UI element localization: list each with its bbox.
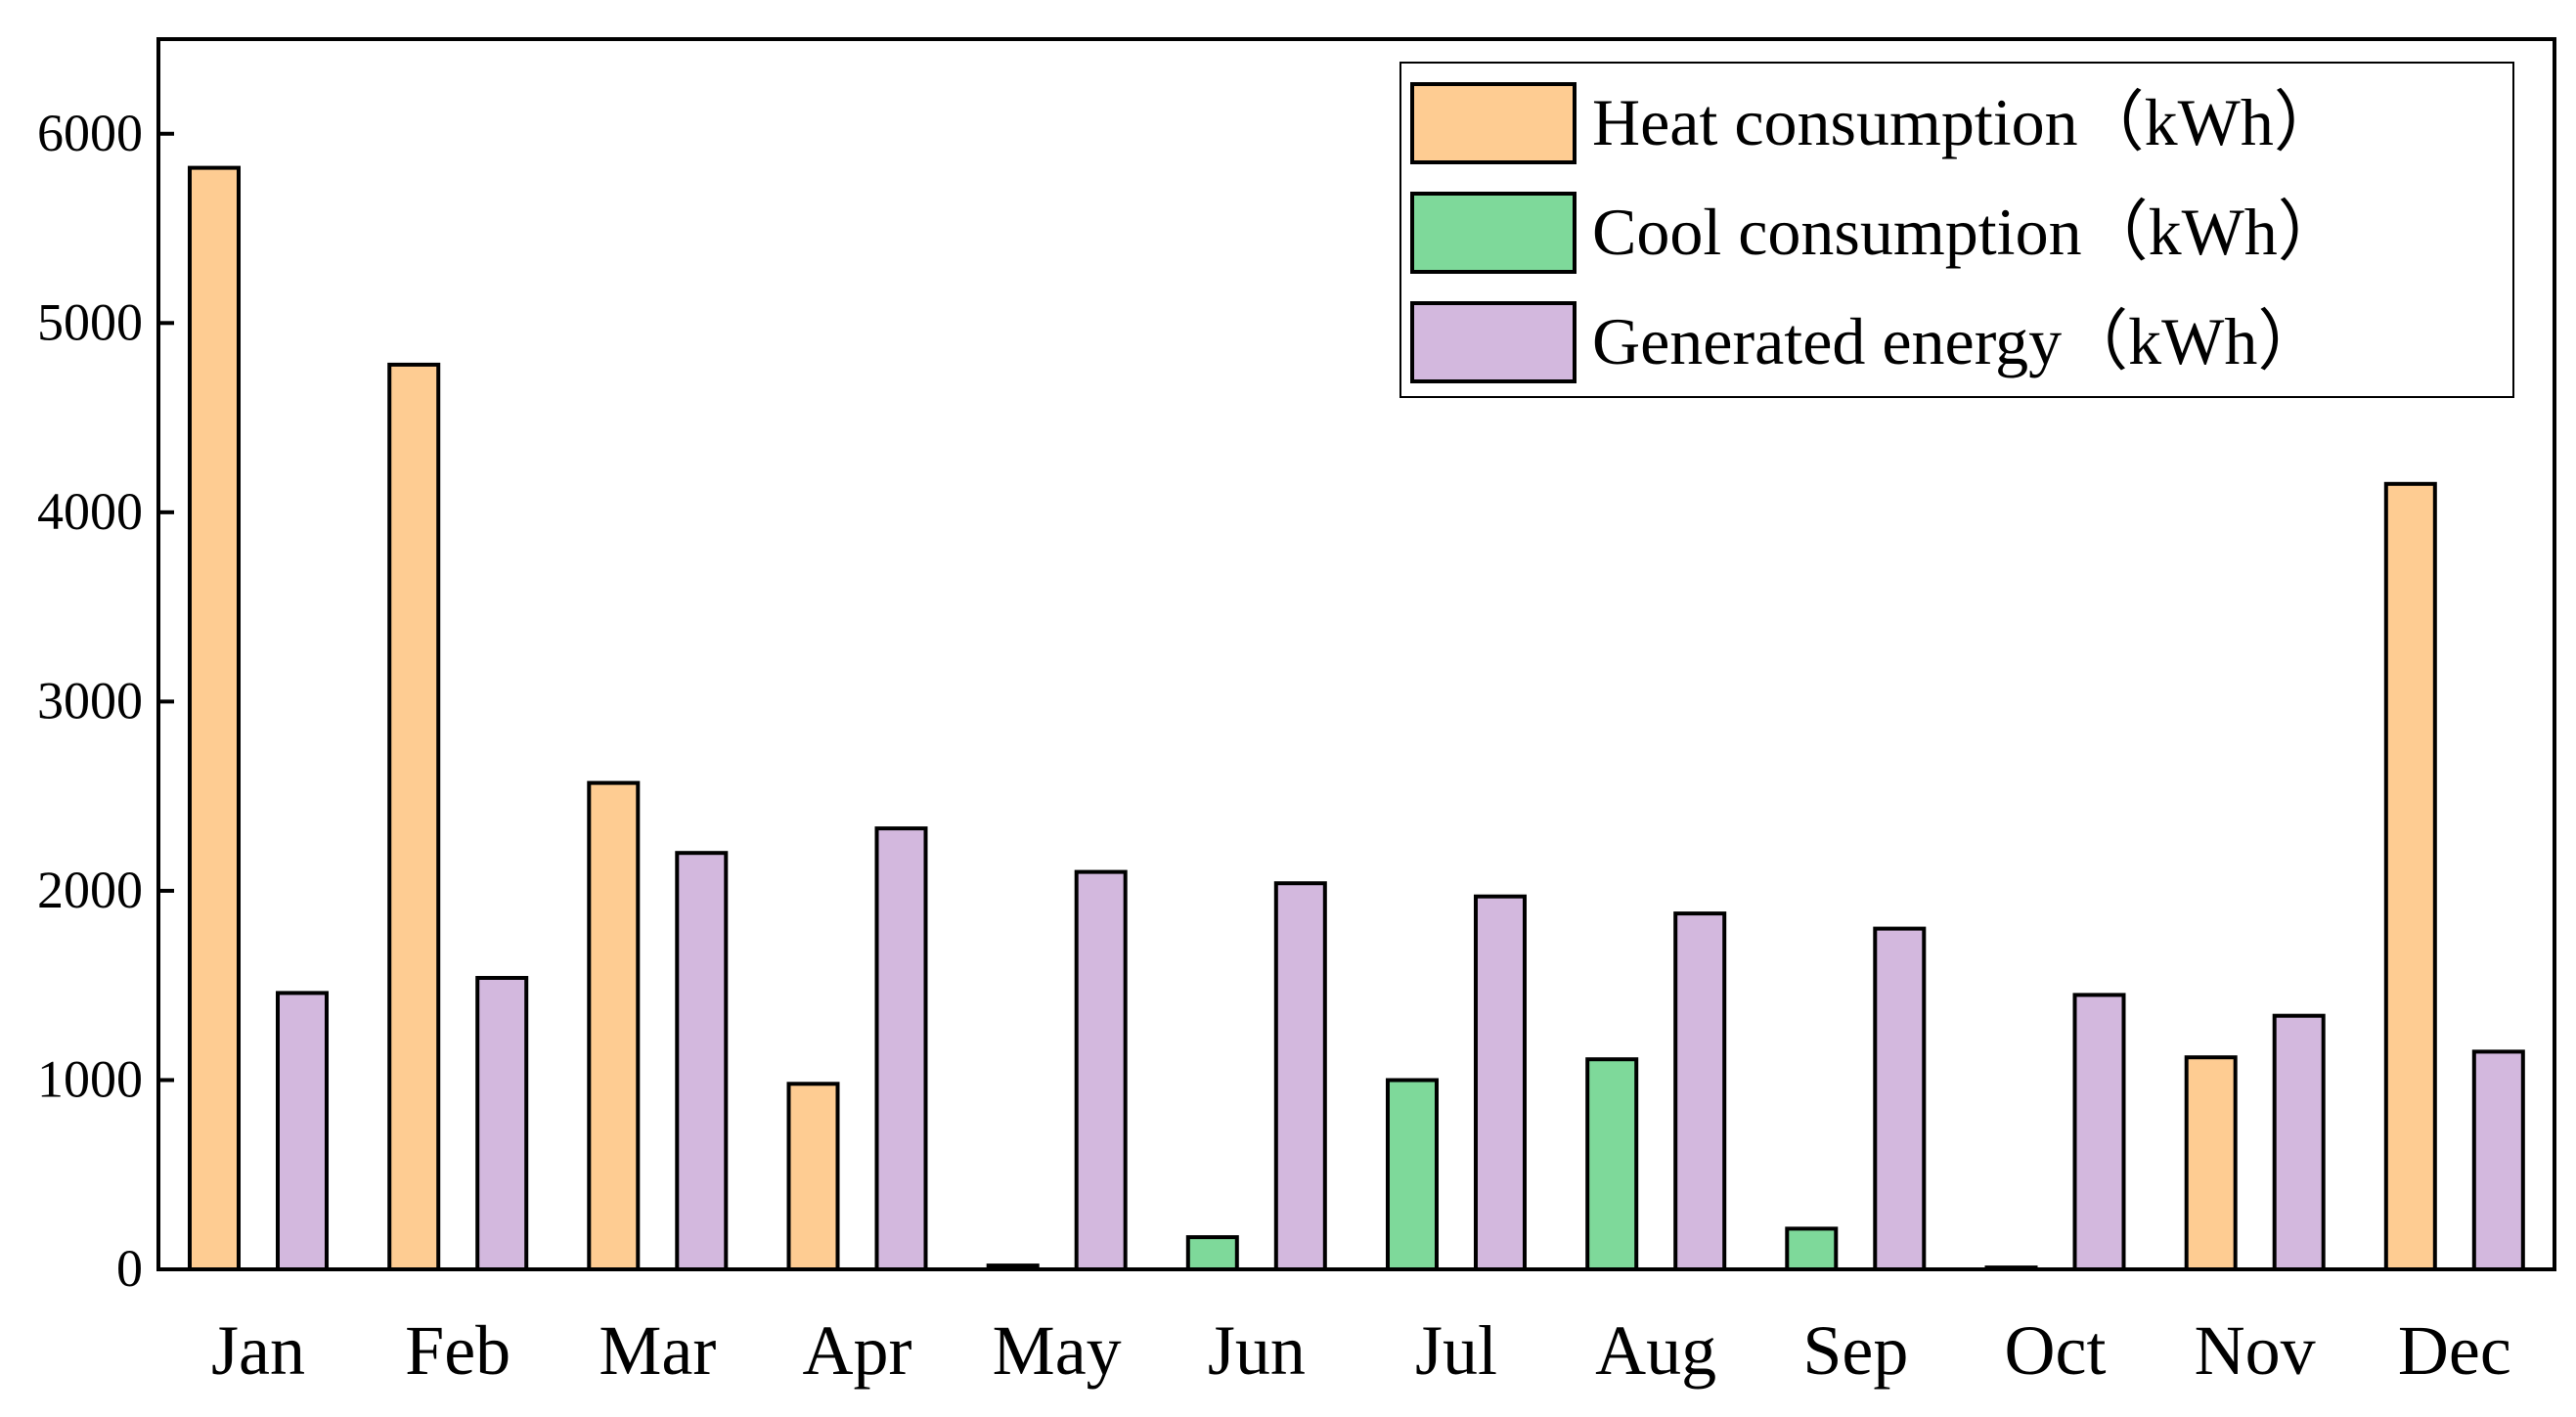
bar-generated-energy-nov	[2272, 1013, 2326, 1271]
legend-label: Heat consumption（kWh）	[1592, 85, 2340, 159]
legend-swatch	[1410, 192, 1577, 274]
bar-heat-consumption-jan	[188, 165, 241, 1272]
y-tick-label: 0	[116, 1239, 143, 1298]
legend-swatch	[1410, 301, 1577, 383]
legend: Heat consumption（kWh） Cool consumption（kW…	[1399, 62, 2514, 398]
x-tick-label: Nov	[2195, 1311, 2316, 1390]
axes-layer: 0 1000 2000 3000 4000 5000 6000 Jan Feb Mar Apr May…	[37, 37, 2556, 1390]
bar-heat-consumption-nov	[2184, 1055, 2238, 1271]
bar-generated-energy-jun	[1273, 881, 1327, 1271]
x-tick-label: Jan	[211, 1311, 305, 1390]
y-tick-label: 1000	[37, 1049, 143, 1108]
legend-label: Generated energy（kWh）	[1592, 304, 2324, 378]
bar-generated-energy-jul	[1474, 894, 1527, 1271]
bar-generated-energy-aug	[1673, 911, 1727, 1271]
x-tick-label: Jul	[1415, 1311, 1497, 1390]
bar-heat-consumption-mar	[587, 780, 641, 1271]
legend-label: Cool consumption（kWh）	[1592, 195, 2344, 269]
x-tick-label: Dec	[2398, 1311, 2511, 1390]
bar-generated-energy-apr	[874, 826, 928, 1271]
bar-generated-energy-may	[1074, 869, 1128, 1271]
x-tick-label: Feb	[405, 1311, 511, 1390]
x-tick-label: Mar	[599, 1311, 716, 1390]
legend-box	[1399, 62, 2514, 398]
y-tick-label: 5000	[37, 292, 143, 351]
x-tick-label: Apr	[803, 1311, 912, 1390]
bars-layer	[188, 165, 2525, 1272]
bar-heat-consumption-dec	[2383, 481, 2437, 1271]
bar-cool-consumption-sep	[1785, 1226, 1839, 1272]
bar-cool-consumption-jul	[1386, 1078, 1439, 1271]
bar-generated-energy-mar	[675, 851, 729, 1271]
bar-heat-consumption-apr	[786, 1082, 840, 1272]
x-tick-label: Oct	[2005, 1311, 2107, 1390]
x-tick-label: Jun	[1208, 1311, 1306, 1390]
bar-cool-consumption-jun	[1185, 1235, 1239, 1271]
plot-frame	[156, 37, 2556, 1271]
bar-cool-consumption-aug	[1585, 1057, 1639, 1271]
bar-heat-consumption-feb	[387, 362, 441, 1271]
bar-generated-energy-sep	[1873, 926, 1927, 1271]
bar-generated-energy-jan	[276, 991, 329, 1272]
y-tick-label: 3000	[37, 671, 143, 730]
bar-generated-energy-feb	[475, 976, 529, 1271]
legend-swatch	[1410, 82, 1577, 164]
x-tick-label: May	[993, 1311, 1122, 1390]
y-tick-label: 4000	[37, 482, 143, 541]
y-tick-label: 2000	[37, 861, 143, 919]
x-tick-label: Aug	[1595, 1311, 1716, 1390]
bar-generated-energy-dec	[2471, 1049, 2525, 1272]
bar-generated-energy-oct	[2072, 993, 2126, 1272]
x-tick-label: Sep	[1802, 1311, 1908, 1390]
y-tick-label: 6000	[37, 104, 143, 162]
